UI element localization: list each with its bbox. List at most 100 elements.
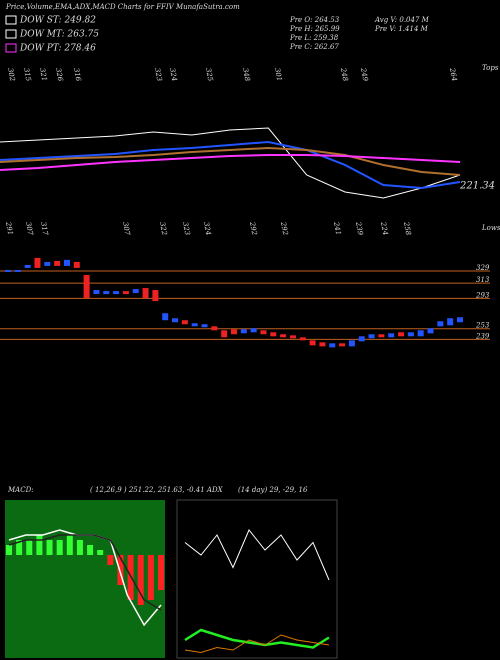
candle-body: [73, 261, 80, 268]
candle-body: [427, 328, 434, 334]
candle-body: [299, 337, 306, 341]
candle-body: [270, 332, 277, 337]
top-label: 249: [359, 66, 369, 82]
candle-body: [437, 321, 444, 327]
histogram-bar: [97, 550, 104, 555]
price-line: [0, 140, 461, 190]
histogram-bar: [117, 555, 124, 585]
legend-swatch: [5, 15, 17, 25]
histogram-bar: [26, 540, 33, 555]
candle-body: [172, 318, 179, 323]
histogram-bar: [158, 555, 164, 590]
price-line: [0, 127, 461, 199]
legend-label: DOW ST: 249.82: [19, 16, 96, 26]
candle-body: [34, 257, 41, 268]
histogram-bar: [36, 535, 43, 555]
candle-body: [152, 290, 159, 302]
candle-body: [457, 317, 463, 323]
legend-swatch: [5, 29, 17, 39]
candle-body: [181, 320, 188, 325]
candle-body: [378, 334, 385, 338]
candle-body: [162, 313, 169, 321]
low-label: 239: [354, 220, 364, 236]
macd-params: ( 12,26,9 ) 251.22, 251.63, -0.41 ADX: [90, 486, 224, 494]
histogram-bar: [107, 555, 114, 565]
stat: Pre L: 259.38: [289, 34, 339, 42]
top-label: 315: [22, 67, 32, 82]
candle-body: [329, 343, 336, 348]
top-label: 316: [72, 67, 82, 82]
histogram-bar: [66, 535, 73, 555]
low-label: 323: [181, 221, 191, 236]
low-label: 317: [39, 221, 49, 236]
candle-body: [221, 330, 228, 338]
level-label: 253: [475, 322, 490, 330]
candle-body: [132, 289, 139, 294]
candle-body: [113, 291, 120, 295]
candle-body: [280, 334, 287, 338]
level-label: 313: [476, 276, 490, 284]
candle-body: [191, 323, 198, 327]
top-label: 321: [38, 67, 48, 82]
lows-label: Lows: [481, 224, 500, 232]
low-label: 324: [202, 221, 212, 236]
histogram-bar: [87, 545, 94, 555]
adx-line: [184, 634, 330, 654]
low-label: 224: [379, 220, 389, 236]
candle-body: [5, 269, 11, 272]
tops-label: Tops: [482, 64, 499, 72]
adx-params: (14 day) 29, -29, 16: [238, 486, 308, 494]
candle-body: [388, 333, 395, 338]
candle-body: [250, 328, 257, 333]
stat: Pre C: 262.67: [289, 43, 339, 51]
low-label: 292: [248, 220, 258, 236]
top-label: 323: [153, 67, 163, 82]
candle-body: [240, 329, 247, 334]
low-label: 307: [24, 221, 34, 236]
candle-body: [339, 343, 346, 347]
candle-body: [201, 324, 208, 328]
candle-body: [83, 274, 90, 299]
low-label: 258: [402, 220, 412, 236]
histogram-bar: [137, 555, 144, 605]
candle-body: [398, 332, 405, 337]
level-label: 293: [475, 291, 490, 299]
legend-label: DOW PT: 278.46: [19, 44, 96, 54]
level-label: 239: [475, 332, 490, 340]
top-label: 302: [6, 67, 16, 82]
histogram-bar: [147, 555, 154, 600]
volume-stat: Pre V: 1.414 M: [374, 25, 429, 33]
candle-body: [63, 259, 70, 266]
macd-title: MACD:: [7, 486, 34, 494]
candle-body: [54, 260, 61, 266]
low-label: 292: [279, 220, 289, 236]
candle-body: [93, 290, 100, 295]
candle-body: [309, 340, 316, 346]
low-label: 322: [158, 221, 168, 236]
stat: Pre O: 264.53: [289, 16, 340, 24]
price-line: [0, 154, 461, 172]
candle-body: [142, 288, 149, 299]
adx-line: [184, 529, 330, 581]
low-label: 291: [4, 220, 14, 236]
top-label: 301: [273, 67, 283, 82]
histogram-bar: [76, 540, 83, 555]
candle-body: [44, 261, 51, 266]
adx-line: [184, 628, 330, 649]
price-line: [0, 146, 461, 176]
histogram-bar: [16, 540, 23, 555]
legend-swatch: [5, 43, 17, 53]
top-label: 248: [339, 66, 349, 82]
stat: Pre H: 265.99: [289, 25, 340, 33]
top-label: 348: [241, 67, 251, 82]
price-label: 221.34: [459, 181, 495, 192]
candle-body: [260, 330, 267, 335]
candle-body: [407, 332, 414, 337]
candle-body: [319, 342, 326, 347]
candle-body: [289, 335, 296, 339]
candle-body: [122, 291, 129, 295]
histogram-bar: [6, 545, 12, 555]
low-label: 307: [121, 221, 131, 236]
candle-body: [24, 264, 31, 268]
